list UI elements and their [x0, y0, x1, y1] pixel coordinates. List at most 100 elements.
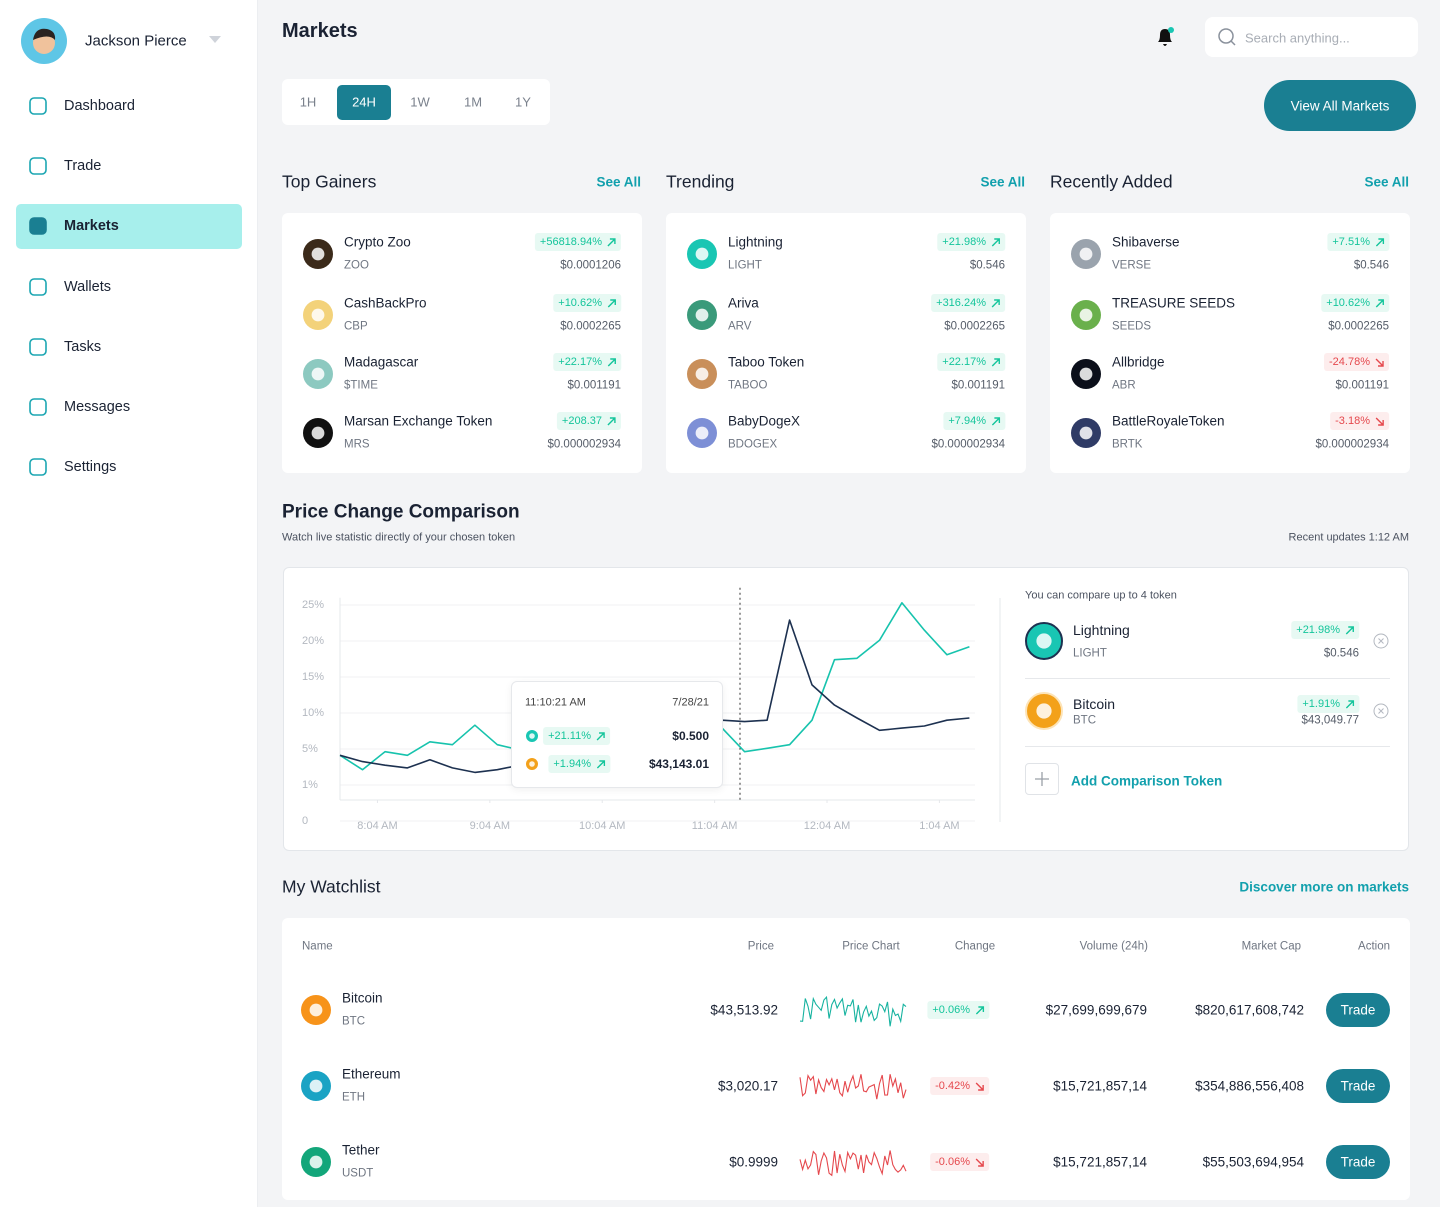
- nav-item[interactable]: Messages: [64, 398, 131, 415]
- token-icon-mark: [309, 1079, 323, 1093]
- remove-token-button[interactable]: [1373, 703, 1389, 719]
- change-badge: +208.37: [556, 412, 621, 430]
- view-all-button-label[interactable]: View All Markets: [1290, 98, 1390, 114]
- change-badge: +56818.94%: [534, 233, 621, 251]
- timeframe-option[interactable]: 1M: [463, 94, 483, 110]
- token-icon-mark: [309, 1155, 323, 1169]
- token-price: $0.000002934: [931, 438, 1005, 451]
- user-name: Jackson Pierce: [85, 32, 187, 50]
- token-name: Lightning: [728, 234, 783, 250]
- token-name: Tether: [342, 1142, 380, 1158]
- token-symbol: ZOO: [344, 259, 369, 272]
- token-name: Madagascar: [344, 354, 419, 370]
- change-badge: +21.98%: [937, 233, 1005, 251]
- y-tick-label: 0: [302, 815, 308, 827]
- remove-token-button[interactable]: [1373, 633, 1389, 649]
- notification-bell[interactable]: [1155, 26, 1177, 48]
- arrow-up: [607, 237, 616, 246]
- nav-icon-shape: [29, 338, 47, 356]
- avatar: [21, 18, 67, 64]
- page-title: Markets: [282, 20, 358, 42]
- see-all-link[interactable]: See All: [980, 174, 1025, 190]
- token-icon-mark: [529, 733, 535, 739]
- change-badge: +21.98%: [1291, 621, 1359, 639]
- change-text: +7.51%: [1332, 236, 1370, 248]
- token-name: Taboo Token: [728, 354, 805, 370]
- tooltip-price: $43,143.01: [648, 757, 709, 771]
- token-icon: [526, 758, 538, 770]
- change-text: +22.17%: [558, 356, 602, 368]
- change-text: +1.91%: [1302, 698, 1340, 710]
- token-name: Bitcoin: [342, 990, 383, 1006]
- arrow-down: [1375, 417, 1384, 426]
- search-input[interactable]: Search anything...: [1245, 30, 1350, 46]
- search-box[interactable]: [1205, 17, 1418, 57]
- timeframe-option[interactable]: 24H: [352, 94, 376, 110]
- change-text: +0.06%: [932, 1004, 970, 1016]
- arrow-up: [607, 416, 616, 425]
- x-tick-label: 9:04 AM: [470, 820, 510, 832]
- token-icon: [301, 1071, 331, 1101]
- nav-icon-shape: [29, 157, 47, 175]
- token-symbol: ETH: [342, 1091, 365, 1104]
- plus-icon: [1035, 772, 1049, 786]
- see-all-link[interactable]: See All: [1364, 174, 1409, 190]
- nav-item[interactable]: Tasks: [64, 338, 102, 355]
- view-all-button[interactable]: [1264, 80, 1416, 131]
- arrow-up: [596, 731, 605, 740]
- token-symbol: ARV: [728, 320, 752, 333]
- nav-item[interactable]: Markets: [64, 217, 119, 234]
- nav-item[interactable]: Dashboard: [64, 97, 135, 114]
- token-price: $0.546: [1353, 259, 1389, 272]
- arrow-up: [991, 416, 1000, 425]
- token-symbol: CBP: [344, 320, 368, 333]
- trade-button-label[interactable]: Trade: [1340, 1078, 1376, 1094]
- trade-button[interactable]: [1326, 993, 1390, 1027]
- token-symbol: VERSE: [1112, 259, 1151, 272]
- add-token-link[interactable]: Add Comparison Token: [1071, 773, 1223, 789]
- token-symbol: BTC: [342, 1015, 365, 1028]
- chart-card: [283, 567, 1409, 851]
- change-text: -0.42%: [935, 1080, 970, 1092]
- token-name: Shibaverse: [1112, 234, 1180, 250]
- timeframe-option[interactable]: 1H: [299, 94, 317, 110]
- token-icon-mark: [1079, 247, 1093, 261]
- nav-icon-shape: [29, 217, 47, 235]
- token-symbol: BRTK: [1112, 438, 1143, 451]
- x-tick-label: 12:04 AM: [804, 820, 850, 832]
- y-tick-label: 1%: [302, 779, 318, 791]
- token-icon-mark: [529, 761, 535, 767]
- sidebar: [0, 0, 258, 1207]
- change-text: +10.62%: [1326, 297, 1370, 309]
- column-header: Market Cap: [1241, 940, 1301, 953]
- token-symbol: TABOO: [728, 379, 768, 392]
- nav-item[interactable]: Trade: [64, 157, 102, 174]
- nav-active-bg[interactable]: [16, 204, 242, 249]
- token-icon: [687, 300, 717, 330]
- token-symbol: USDT: [342, 1167, 374, 1180]
- sparkline: [799, 1150, 907, 1177]
- arrow-up: [1375, 298, 1384, 307]
- add-token-button[interactable]: [1025, 763, 1059, 795]
- nav-item[interactable]: Settings: [64, 458, 117, 475]
- arrow-up: [1375, 237, 1384, 246]
- arrow-up: [607, 298, 616, 307]
- x-tick-label: 1:04 AM: [919, 820, 959, 832]
- token-icon-mark: [1036, 633, 1052, 649]
- timeframe-option[interactable]: 1Y: [515, 94, 531, 110]
- nav-item[interactable]: Wallets: [64, 278, 111, 295]
- timeframe-active[interactable]: [337, 85, 391, 120]
- search-icon: [1218, 28, 1236, 46]
- discover-link[interactable]: Discover more on markets: [1239, 879, 1409, 895]
- trade-button-label[interactable]: Trade: [1340, 1002, 1376, 1018]
- trade-button-label[interactable]: Trade: [1340, 1154, 1376, 1170]
- see-all-link[interactable]: See All: [596, 174, 641, 190]
- arrow-down: [1375, 358, 1384, 367]
- timeframe-option[interactable]: 1W: [410, 94, 430, 110]
- token-symbol: BDOGEX: [728, 438, 778, 451]
- trade-button[interactable]: [1326, 1145, 1390, 1179]
- user-menu-caret[interactable]: [209, 36, 221, 44]
- change-text: -3.18%: [1335, 415, 1370, 427]
- panel-title: Top Gainers: [282, 171, 377, 192]
- trade-button[interactable]: [1326, 1069, 1390, 1103]
